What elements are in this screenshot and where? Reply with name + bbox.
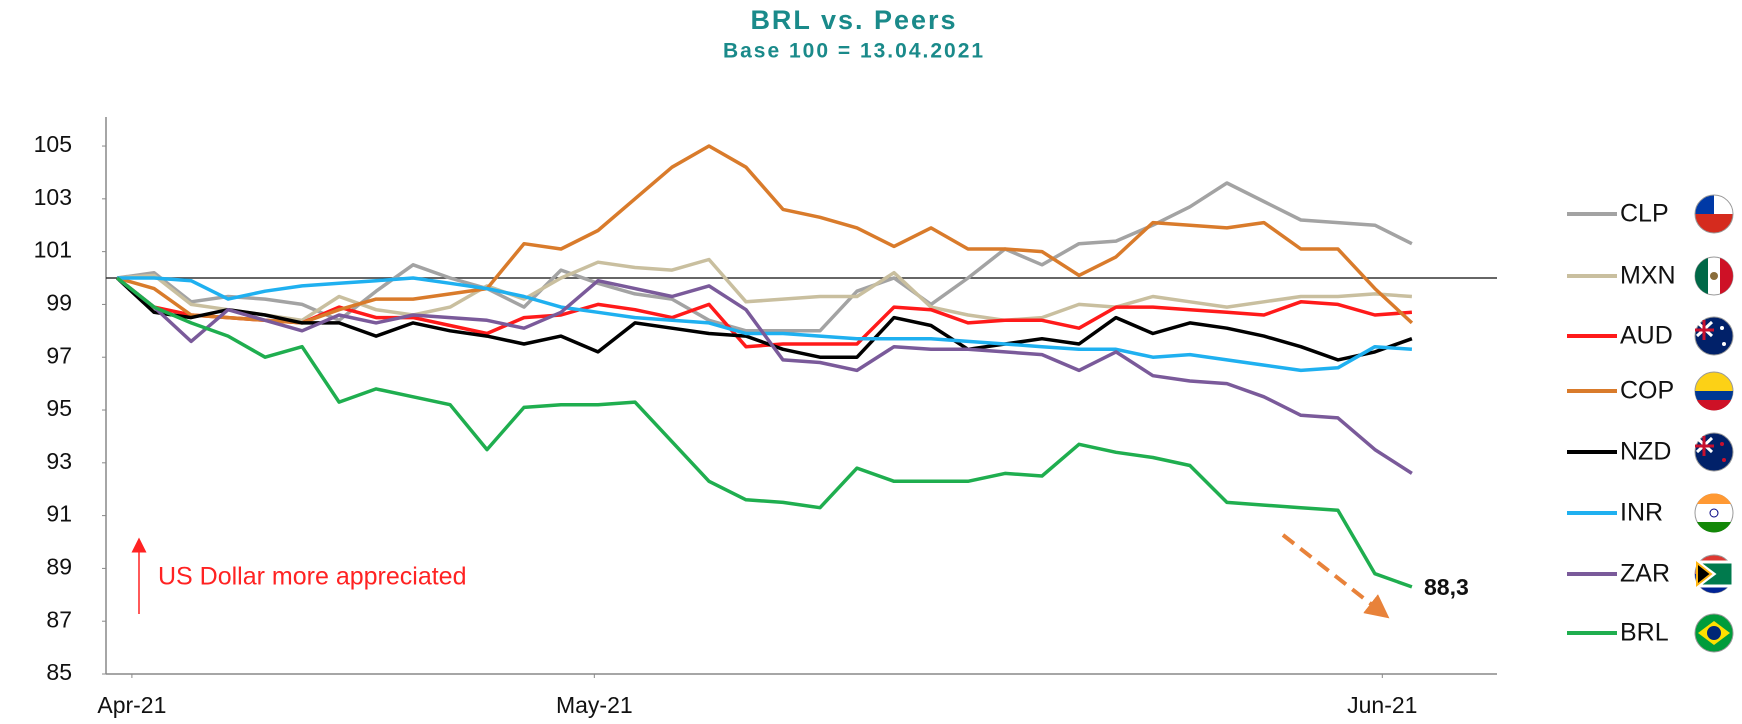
flag — [1694, 256, 1734, 296]
y-tick-label: 103 — [34, 184, 72, 210]
flag — [1694, 493, 1734, 533]
x-tick-label: May-21 — [556, 692, 633, 718]
legend-label: NZD — [1620, 438, 1671, 466]
series-line — [116, 276, 1413, 475]
legend-label: BRL — [1620, 619, 1669, 647]
chart-title: BRL vs. Peers — [750, 5, 957, 35]
flag — [1694, 613, 1734, 653]
x-tick-label: Apr-21 — [97, 692, 166, 718]
flag — [1694, 432, 1734, 472]
series-line — [116, 181, 1413, 333]
y-tick-label: 91 — [46, 501, 72, 527]
series-line — [115, 276, 1413, 362]
legend-label: AUD — [1620, 322, 1673, 350]
annotation: 88,3 — [1424, 574, 1469, 600]
legend-label: CLP — [1620, 200, 1669, 228]
flag — [1694, 194, 1734, 234]
x-tick-label: Jun-21 — [1347, 692, 1417, 718]
annotation-arrow — [1281, 533, 1390, 619]
y-tick-label: 105 — [34, 131, 72, 157]
y-tick-label: 87 — [46, 606, 72, 632]
annotation: US Dollar more appreciated — [158, 563, 466, 591]
y-tick-label: 99 — [46, 290, 72, 316]
flag — [1694, 316, 1734, 356]
y-tick-label: 95 — [46, 395, 72, 421]
flag — [1693, 554, 1735, 594]
legend-flags — [1693, 194, 1735, 653]
chart-subtitle: Base 100 = 13.04.2021 — [723, 40, 985, 63]
series-line — [116, 257, 1413, 323]
legend-label: MXN — [1620, 262, 1676, 290]
series-line — [116, 276, 1413, 589]
y-tick-label: 89 — [46, 553, 72, 579]
legend-label: ZAR — [1620, 560, 1670, 588]
flag — [1694, 371, 1734, 411]
legend-label: COP — [1620, 377, 1674, 405]
series-line — [116, 144, 1414, 325]
y-tick-label: 93 — [46, 448, 72, 474]
y-tick-label: 85 — [46, 659, 72, 685]
y-tick-label: 97 — [46, 342, 72, 368]
y-tick-label: 101 — [34, 237, 72, 263]
series-line — [116, 276, 1413, 349]
legend-label: INR — [1620, 499, 1663, 527]
